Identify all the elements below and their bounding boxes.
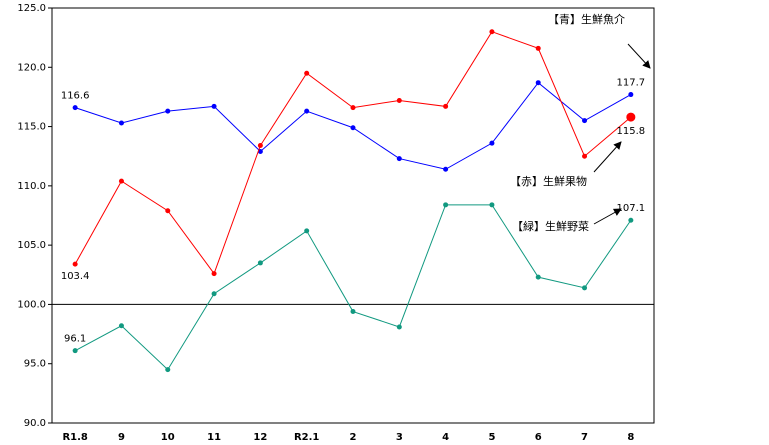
y-tick-label: 95.0 (24, 359, 46, 370)
data-point (582, 118, 588, 124)
annotation: 【青】生鮮魚介 (548, 12, 625, 26)
x-tick-label: 3 (396, 432, 403, 443)
data-point (582, 285, 588, 291)
data-point (211, 103, 217, 109)
x-tick-label: 5 (488, 432, 495, 443)
x-tick-label: 10 (161, 432, 175, 443)
y-tick-label: 115.0 (17, 122, 46, 133)
data-point (628, 92, 634, 98)
data-label: 107.1 (617, 203, 646, 214)
data-point (72, 348, 78, 354)
data-point (118, 178, 124, 184)
x-tick-label: 11 (207, 432, 221, 443)
y-tick-label: 110.0 (17, 181, 46, 192)
data-label: 103.4 (61, 271, 90, 282)
data-point (257, 260, 263, 266)
data-point (443, 202, 449, 208)
series-line (74, 31, 632, 275)
data-point (165, 367, 171, 373)
data-label: 115.8 (617, 126, 646, 137)
data-point (350, 125, 356, 131)
x-tick-label: 9 (118, 432, 125, 443)
x-tick-label: 4 (442, 432, 449, 443)
y-tick-label: 125.0 (17, 3, 46, 14)
x-tick-label: 8 (627, 432, 634, 443)
arrow (593, 141, 622, 173)
data-point (489, 202, 495, 208)
data-point (489, 29, 495, 35)
data-point (72, 105, 78, 111)
data-label: 96.1 (64, 334, 86, 345)
y-tick-label: 105.0 (17, 240, 46, 251)
data-point (350, 309, 356, 315)
data-point (626, 112, 636, 122)
data-point (396, 324, 402, 330)
x-tick-label: 6 (535, 432, 542, 443)
data-point (582, 153, 588, 159)
x-tick-label: 2 (350, 432, 357, 443)
data-point (118, 120, 124, 126)
data-point (304, 108, 310, 114)
data-point (118, 323, 124, 329)
data-label: 117.7 (617, 78, 646, 89)
data-point (72, 261, 78, 267)
data-point (535, 274, 541, 280)
data-point (489, 140, 495, 146)
data-point (304, 70, 310, 76)
data-point (396, 156, 402, 162)
x-tick-label: 7 (581, 432, 588, 443)
data-point (443, 166, 449, 172)
data-point (535, 45, 541, 51)
annotation: 【赤】生鮮果物 (510, 174, 587, 188)
arrow (593, 208, 622, 225)
arrow (627, 43, 651, 69)
data-point (443, 103, 449, 109)
data-point (165, 108, 171, 114)
data-point (165, 208, 171, 214)
annotation: 【緑】生鮮野菜 (512, 219, 589, 233)
y-tick-label: 100.0 (17, 299, 46, 310)
data-label: 116.6 (61, 91, 90, 102)
x-tick-label: R1.8 (62, 432, 87, 443)
data-point (304, 228, 310, 234)
y-tick-label: 90.0 (24, 418, 46, 429)
data-point (211, 271, 217, 277)
data-point (350, 105, 356, 111)
data-point (535, 80, 541, 86)
data-point (628, 217, 634, 223)
data-point (211, 291, 217, 297)
data-point (396, 97, 402, 103)
plot-frame (51, 7, 655, 424)
y-tick-label: 120.0 (17, 62, 46, 73)
data-point (257, 143, 263, 149)
x-tick-label: 12 (253, 432, 267, 443)
x-tick-label: R2.1 (294, 432, 319, 443)
